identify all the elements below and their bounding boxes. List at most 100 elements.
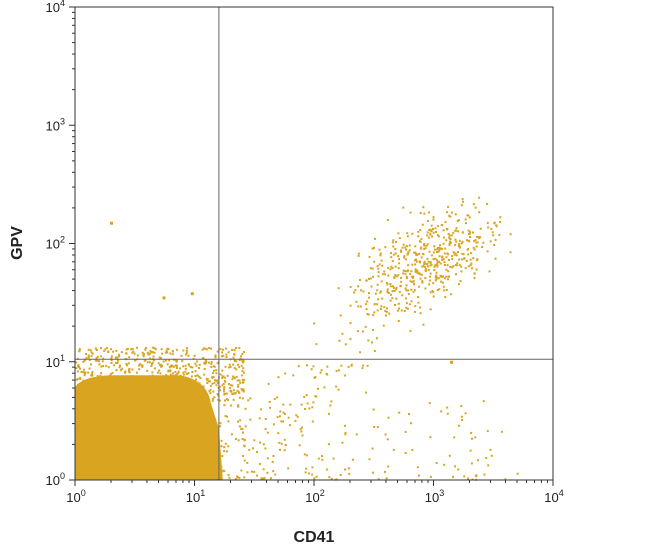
data-point xyxy=(421,223,424,226)
data-point xyxy=(427,265,430,268)
data-point xyxy=(461,198,464,200)
data-point xyxy=(312,401,315,404)
data-point xyxy=(208,347,211,349)
data-point xyxy=(457,424,460,427)
data-point xyxy=(191,392,194,395)
data-point xyxy=(108,379,111,382)
data-point xyxy=(222,354,225,357)
data-point xyxy=(385,281,388,284)
data-point xyxy=(194,396,197,398)
data-point xyxy=(379,252,382,255)
data-point xyxy=(244,425,247,428)
data-point xyxy=(440,410,443,413)
data-point xyxy=(216,379,219,382)
data-point xyxy=(125,362,128,365)
data-point xyxy=(107,366,110,369)
data-point xyxy=(202,357,205,360)
data-point xyxy=(77,383,79,386)
data-point xyxy=(284,444,287,446)
data-point xyxy=(278,415,281,418)
data-point xyxy=(165,390,168,392)
data-point xyxy=(240,469,243,472)
data-point xyxy=(221,351,224,354)
data-point xyxy=(117,353,120,356)
data-point xyxy=(287,467,290,470)
data-point xyxy=(446,264,449,267)
data-point xyxy=(365,308,368,311)
data-point xyxy=(432,295,435,298)
data-point xyxy=(182,365,185,368)
data-point xyxy=(241,438,244,441)
data-point xyxy=(198,382,201,385)
data-point xyxy=(161,364,163,367)
data-point xyxy=(119,380,122,383)
data-point xyxy=(167,369,170,372)
data-point xyxy=(451,266,454,269)
data-point xyxy=(125,385,128,388)
data-point xyxy=(433,248,436,251)
data-point xyxy=(405,248,408,251)
data-point xyxy=(152,346,155,349)
data-point xyxy=(220,465,223,468)
data-point xyxy=(436,261,439,264)
data-point xyxy=(326,365,329,368)
data-point xyxy=(416,269,419,272)
data-point xyxy=(452,475,455,478)
data-point xyxy=(219,373,222,376)
data-point xyxy=(413,251,416,254)
data-point xyxy=(387,292,390,294)
data-point xyxy=(173,381,176,384)
data-point xyxy=(176,373,179,375)
data-point xyxy=(170,374,173,377)
data-point xyxy=(102,399,105,402)
data-point xyxy=(209,388,212,391)
data-point xyxy=(206,378,209,381)
data-point xyxy=(499,216,502,219)
data-point xyxy=(171,374,174,377)
data-point xyxy=(458,245,460,248)
data-point xyxy=(103,349,106,352)
x-tick-label: 100 xyxy=(66,488,85,505)
data-point xyxy=(328,412,330,415)
data-point xyxy=(80,370,83,373)
data-point xyxy=(338,369,340,372)
data-point xyxy=(108,375,111,377)
data-point xyxy=(242,361,245,364)
data-point xyxy=(337,287,340,290)
data-point xyxy=(187,354,190,357)
data-point xyxy=(241,378,244,381)
data-point xyxy=(148,393,151,396)
data-point xyxy=(464,222,467,225)
data-point xyxy=(465,239,468,242)
data-point xyxy=(262,468,265,471)
data-point xyxy=(225,356,228,358)
data-point xyxy=(210,347,213,350)
data-point xyxy=(355,300,358,303)
data-point xyxy=(407,251,410,254)
data-point xyxy=(240,374,243,377)
data-point xyxy=(432,258,435,261)
data-point xyxy=(209,392,212,395)
data-point xyxy=(224,442,227,445)
data-point xyxy=(403,310,406,312)
data-point xyxy=(504,478,507,481)
data-point xyxy=(224,392,227,395)
data-point xyxy=(127,399,130,402)
data-point xyxy=(95,392,98,395)
data-point xyxy=(106,377,109,380)
data-point xyxy=(392,239,395,242)
data-point xyxy=(328,443,330,446)
data-point xyxy=(478,237,481,240)
data-point xyxy=(414,245,417,248)
data-point xyxy=(438,260,440,263)
data-point xyxy=(100,380,103,383)
data-point xyxy=(256,474,259,477)
data-point xyxy=(311,420,314,423)
data-point xyxy=(216,393,219,396)
data-point xyxy=(404,258,407,261)
data-point xyxy=(450,211,453,214)
data-point xyxy=(172,372,175,375)
data-point xyxy=(225,347,227,350)
data-point xyxy=(429,275,432,278)
data-point xyxy=(209,385,212,388)
